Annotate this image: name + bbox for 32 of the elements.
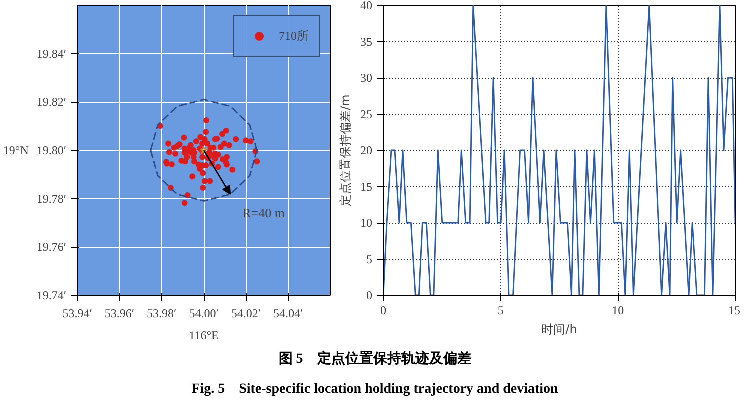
y-tick-label: 15 bbox=[360, 180, 372, 194]
x-tick-label: 53.98′ bbox=[147, 306, 178, 320]
y-axis-title: 定点位置保持偏差/m bbox=[338, 94, 352, 206]
y-tick-label: 19.84′ bbox=[36, 46, 67, 61]
x-tick-label: 15 bbox=[728, 304, 740, 318]
x-axis-title: 116°E bbox=[189, 328, 219, 342]
y-tick-label: 19.78′ bbox=[36, 192, 67, 206]
x-tick-label: 53.94′ bbox=[62, 306, 93, 320]
y-tick-label: 19.80′ bbox=[36, 144, 67, 158]
legend-label: 710所 bbox=[279, 28, 309, 44]
x-tick-label: 5 bbox=[498, 304, 504, 318]
x-tick-label: 10 bbox=[612, 304, 624, 318]
y-tick-label: 19.74′ bbox=[36, 288, 67, 302]
y-tick-label: 35 bbox=[360, 34, 372, 49]
y-tick-label: 40 bbox=[360, 0, 372, 12]
x-tick-label: 0 bbox=[380, 304, 386, 318]
caption: Fig. 5 Site-specific location holding trajectory and deviation bbox=[192, 381, 558, 399]
y-tick-label: 10 bbox=[360, 216, 372, 230]
x-tick-label: 54.04′ bbox=[274, 306, 304, 320]
x-axis-title: 时间/h bbox=[542, 322, 578, 336]
y-tick-label: 25 bbox=[360, 107, 372, 122]
y-tick-label: 30 bbox=[360, 71, 372, 85]
y-tick-label: 20 bbox=[360, 144, 372, 158]
y-tick-label: 19.76′ bbox=[36, 240, 67, 254]
x-tick-label: 54.02′ bbox=[231, 306, 262, 320]
caption: 图 5 定点位置保持轨迹及偏差 bbox=[278, 350, 472, 369]
x-tick-label: 53.96′ bbox=[104, 306, 135, 320]
y-axis-title: 19°N bbox=[3, 144, 30, 158]
y-tick-label: 19.82′ bbox=[36, 95, 67, 110]
y-tick-label: 0 bbox=[366, 288, 372, 302]
y-tick-label: 5 bbox=[366, 252, 372, 266]
x-tick-label: 54.00′ bbox=[189, 306, 220, 320]
